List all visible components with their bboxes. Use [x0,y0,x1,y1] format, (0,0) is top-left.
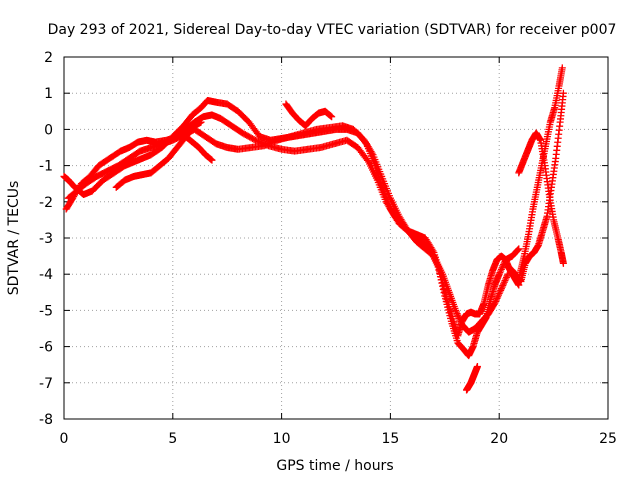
y-tick-label: 1 [44,86,53,102]
data-point [452,308,460,316]
series-track-6 [282,100,336,130]
x-tick-label: 25 [599,431,617,447]
y-tick-label: -3 [39,231,53,247]
data-point [513,246,521,254]
y-tick-label: -8 [39,412,53,428]
data-point [368,149,376,157]
data-point [496,269,504,277]
data-point [515,245,523,253]
x-tick-label: 0 [60,431,69,447]
data-point [514,246,522,254]
data-point [497,286,505,294]
data-point [498,264,506,272]
data-point [497,267,505,275]
data-point [559,259,567,267]
series-track-5 [182,133,216,164]
chart-title: Day 293 of 2021, Sidereal Day-to-day VTE… [48,22,617,38]
data-point [456,316,464,324]
x-axis-label: GPS time / hours [276,458,393,474]
data-point [500,259,508,267]
data-point [502,273,510,281]
y-tick-label: -5 [39,303,53,319]
data-point [501,277,509,285]
x-tick-label: 20 [490,431,508,447]
data-point [496,288,504,296]
series-track-4 [112,118,205,191]
data-point [328,113,336,121]
series-track-9 [516,64,566,278]
y-tick-label: 2 [44,50,53,66]
data-point [454,311,462,319]
data-point [500,278,508,286]
data-point [473,363,481,371]
data-point [499,281,507,289]
data-point [498,283,506,291]
y-tick-label: -7 [39,376,53,392]
data-point [455,314,463,322]
data-point [197,118,205,126]
data-point [515,281,523,289]
y-axis-label: SDTVAR / TECUs [6,181,22,296]
y-tick-label: -2 [39,195,53,211]
data-point [457,318,465,326]
data-point [491,299,499,307]
data-point [502,275,510,283]
data-markers [60,64,567,394]
data-point [493,294,501,302]
data-point [503,272,511,280]
y-tick-labels: -8 -7 -6 -5 -4 -3 -2 -1 0 1 2 [39,50,53,428]
axis-ticks [63,56,609,420]
data-point [558,64,566,72]
data-point [500,280,508,288]
data-point [363,156,371,164]
data-point [497,285,505,293]
data-point [439,285,447,293]
x-tick-label: 5 [168,431,177,447]
y-tick-label: -6 [39,340,53,356]
data-point [455,313,463,321]
y-tick-label: -4 [39,267,53,283]
series-track-3 [64,122,512,336]
data-point [500,261,508,269]
data-point [208,156,216,164]
x-tick-label: 15 [381,431,399,447]
y-tick-label: 0 [44,122,53,138]
data-point [453,310,461,318]
data-point [495,290,503,298]
data-point [499,262,507,270]
data-point [492,298,500,306]
data-point [497,265,505,273]
data-point [452,306,460,314]
y-tick-label: -1 [39,159,53,175]
data-point [504,270,512,278]
grid-lines [64,57,608,419]
data-point [494,291,502,299]
x-tick-label: 10 [273,431,291,447]
x-tick-labels: 0 5 10 15 20 25 [60,431,617,447]
data-point [494,293,502,301]
series-track-10 [463,363,481,394]
data-point [492,296,500,304]
data-point [495,270,503,278]
